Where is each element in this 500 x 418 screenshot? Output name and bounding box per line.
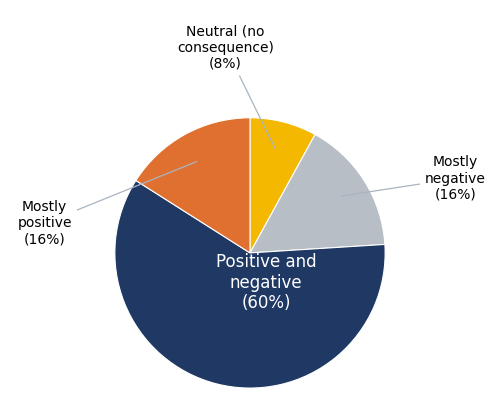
Wedge shape bbox=[115, 181, 385, 388]
Wedge shape bbox=[250, 135, 385, 253]
Text: Positive and
negative
(60%): Positive and negative (60%) bbox=[216, 253, 316, 312]
Text: Mostly
negative
(16%): Mostly negative (16%) bbox=[342, 155, 486, 202]
Text: Mostly
positive
(16%): Mostly positive (16%) bbox=[18, 162, 196, 246]
Wedge shape bbox=[136, 118, 250, 253]
Wedge shape bbox=[250, 118, 315, 253]
Text: Neutral (no
consequence)
(8%): Neutral (no consequence) (8%) bbox=[177, 24, 275, 148]
